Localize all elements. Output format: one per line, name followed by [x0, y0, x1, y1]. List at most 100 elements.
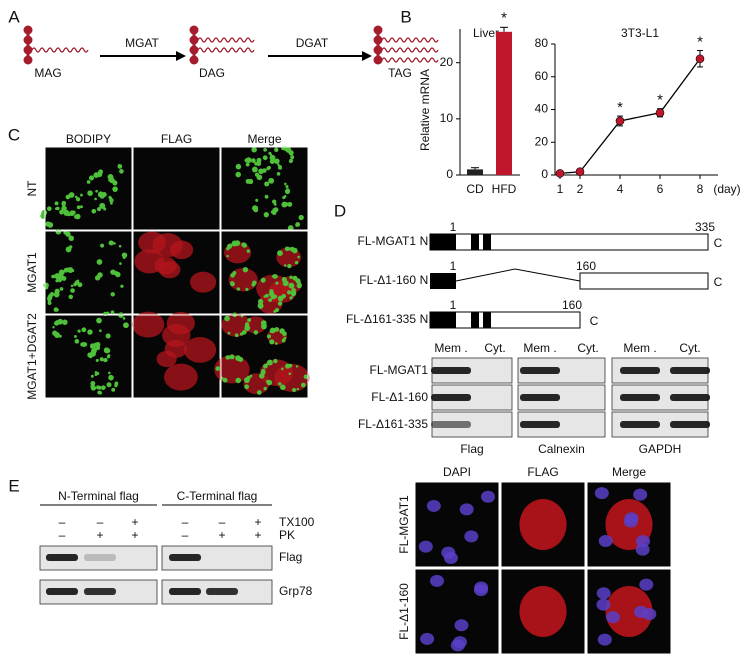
- green-signal: [63, 209, 70, 216]
- y-axis-label: Relative mRNA: [418, 69, 432, 151]
- treatment-sign: +: [218, 528, 225, 542]
- x-axis-label: (day): [713, 182, 740, 196]
- green-signal: [106, 382, 112, 388]
- tm-domain: [430, 273, 456, 289]
- green-signal: [115, 271, 121, 278]
- green-signal: [97, 390, 102, 395]
- blot-row-label: FL-Δ161-335: [358, 417, 428, 431]
- treatment-sign: +: [131, 528, 138, 542]
- green-signal: [263, 363, 268, 369]
- nucleus: [426, 499, 441, 512]
- green-signal: [264, 194, 269, 199]
- green-signal: [96, 171, 103, 178]
- band: [670, 394, 710, 401]
- red-signal: [162, 324, 191, 347]
- green-signal: [71, 269, 75, 273]
- fraction-label: Mem .: [434, 341, 467, 355]
- green-signal: [112, 186, 118, 192]
- green-signal: [70, 284, 74, 288]
- green-signal: [123, 322, 129, 329]
- green-signal: [288, 372, 292, 376]
- green-signal: [122, 256, 126, 260]
- green-signal: [106, 311, 110, 315]
- treatment-sign: –: [182, 528, 189, 542]
- green-signal: [235, 377, 242, 384]
- green-signal: [273, 358, 278, 364]
- enzyme-label: MGAT: [125, 36, 159, 50]
- band: [84, 554, 116, 561]
- green-signal: [99, 357, 104, 362]
- y-tick-label: 0: [446, 167, 453, 181]
- head-group: [23, 35, 33, 45]
- x-tick-label: 1: [557, 182, 564, 196]
- green-signal: [274, 307, 280, 313]
- green-signal: [113, 242, 116, 245]
- green-signal: [277, 250, 283, 257]
- x-tick-label: 6: [657, 182, 664, 196]
- green-signal: [241, 330, 246, 335]
- bar: [496, 31, 512, 175]
- nucleus: [594, 487, 609, 500]
- nucleus: [441, 546, 456, 559]
- row-label: MGAT1+DGAT2: [25, 313, 39, 400]
- green-signal: [228, 355, 232, 359]
- red-signal: [519, 586, 567, 637]
- green-signal: [242, 266, 249, 273]
- panel-label: A: [8, 7, 20, 26]
- green-signal: [59, 270, 64, 275]
- micrograph: [40, 146, 133, 231]
- green-signal: [230, 281, 235, 287]
- green-signal: [289, 296, 293, 300]
- green-signal: [263, 386, 267, 391]
- blot-row-label: FL-MGAT1: [370, 363, 429, 377]
- green-signal: [76, 205, 81, 210]
- head-group: [373, 55, 383, 65]
- green-signal: [297, 281, 302, 287]
- green-signal: [278, 382, 282, 386]
- green-signal: [110, 292, 115, 297]
- acyl-chain: [197, 47, 255, 53]
- blot-label: Grp78: [279, 584, 313, 598]
- arrow-head: [362, 51, 372, 61]
- treatment-label: PK: [279, 528, 295, 542]
- tm-domain: [430, 312, 456, 328]
- green-signal: [122, 317, 126, 320]
- nucleus: [418, 540, 433, 553]
- green-signal: [235, 171, 241, 178]
- row-label: FL-Δ1-160: [397, 583, 411, 640]
- green-signal: [69, 245, 73, 249]
- construct-name: FL-Δ161-335: [346, 312, 416, 326]
- micrograph-border: [44, 230, 133, 315]
- micrograph: [214, 312, 310, 399]
- band: [620, 421, 660, 428]
- green-signal: [100, 385, 106, 391]
- green-signal: [80, 193, 83, 197]
- green-signal: [298, 214, 304, 221]
- significance-mark: *: [657, 92, 663, 109]
- micrograph-border: [500, 481, 586, 568]
- green-signal: [75, 197, 81, 202]
- data-point: [575, 167, 585, 177]
- y-tick-label: 60: [535, 69, 549, 83]
- x-tick-label: HFD: [492, 182, 517, 196]
- c-terminus: C: [714, 275, 723, 289]
- green-signal: [119, 262, 122, 265]
- green-signal: [46, 206, 52, 212]
- green-signal: [94, 371, 98, 374]
- y-tick-label: 0: [541, 167, 548, 181]
- green-signal: [74, 214, 79, 219]
- y-tick-label: 10: [440, 111, 454, 125]
- column-label: BODIPY: [66, 132, 111, 146]
- green-signal: [74, 339, 80, 344]
- green-signal: [271, 210, 277, 216]
- micrograph-border: [500, 568, 586, 655]
- green-signal: [110, 201, 113, 205]
- nucleus: [623, 515, 638, 528]
- micrograph-border: [220, 314, 309, 399]
- green-signal: [274, 327, 280, 332]
- green-signal: [41, 211, 47, 217]
- antibody-label: Flag: [460, 442, 483, 456]
- micrograph-border: [44, 314, 133, 399]
- green-signal: [111, 387, 116, 392]
- green-signal: [263, 295, 267, 298]
